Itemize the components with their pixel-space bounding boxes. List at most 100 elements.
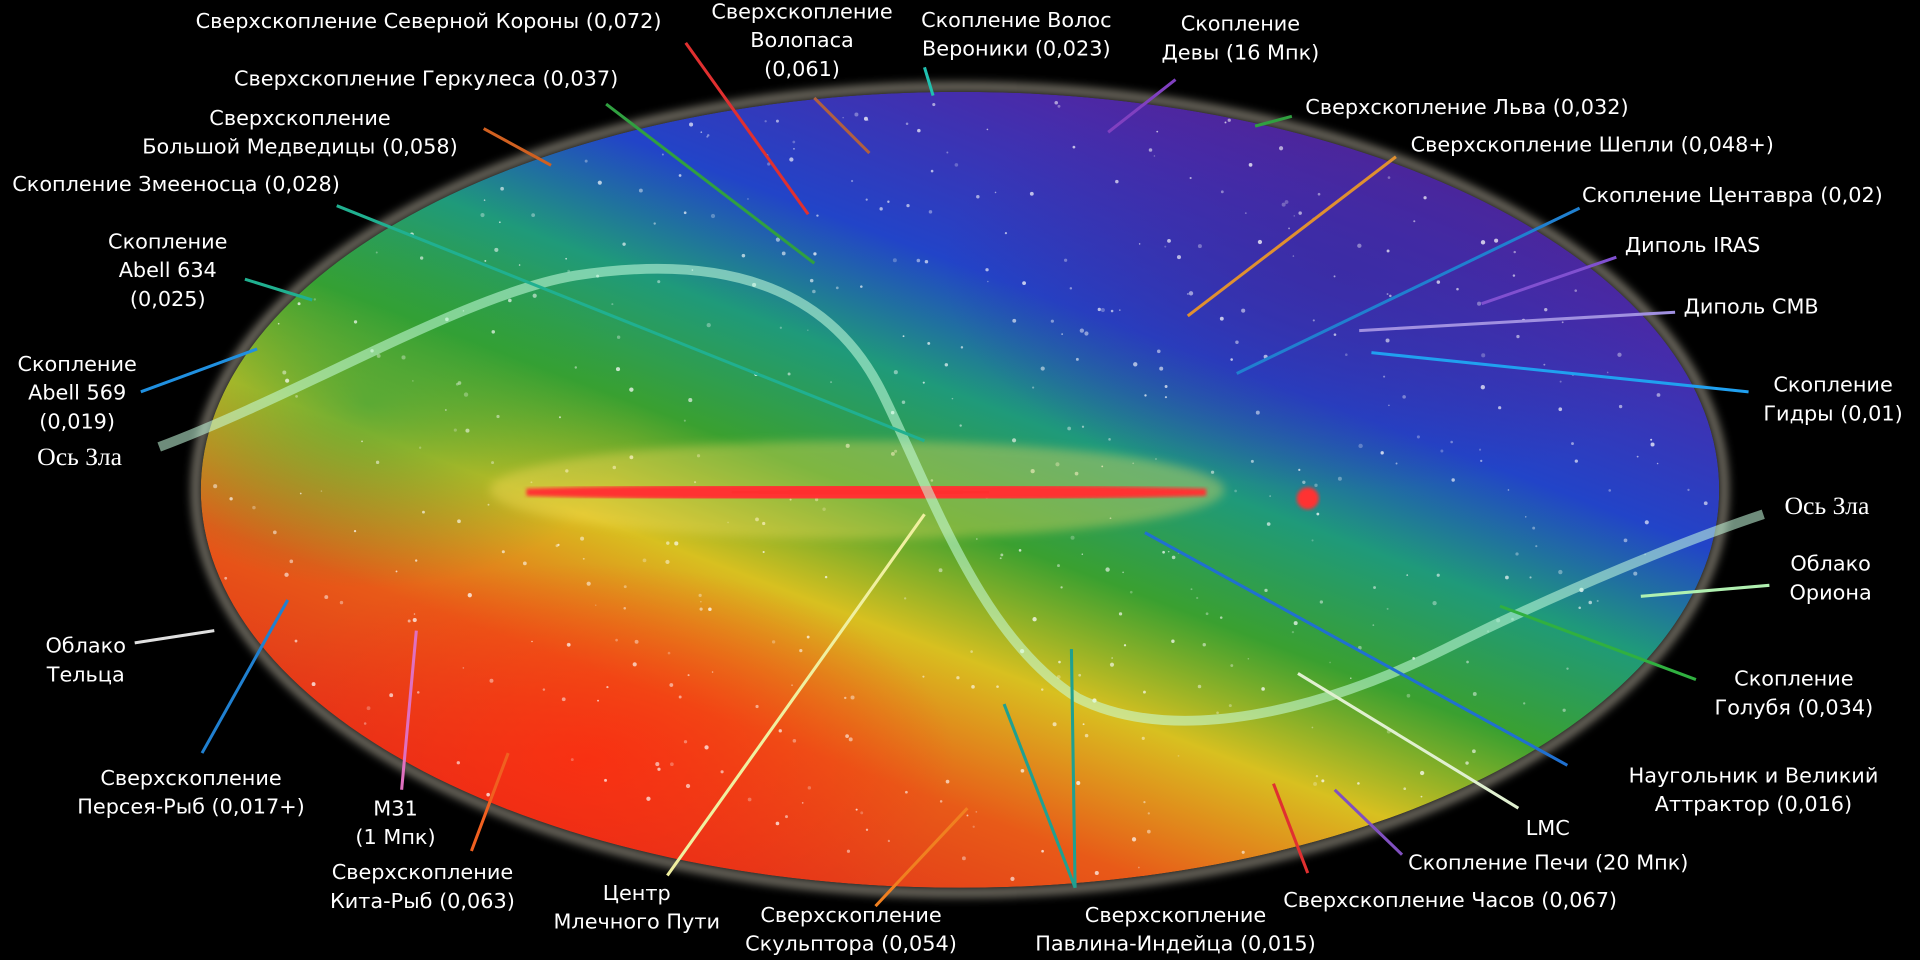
label-text: Скульптора (0,054) (745, 932, 957, 956)
star (299, 492, 302, 495)
label-text: Сверхскопление Геркулеса (0,037) (234, 67, 618, 91)
star (1186, 293, 1189, 295)
star (1532, 526, 1536, 530)
star (1333, 333, 1337, 336)
star (1075, 357, 1079, 361)
star (498, 221, 501, 224)
star (1235, 340, 1239, 344)
star (789, 157, 794, 162)
star (688, 398, 693, 403)
star (1333, 275, 1336, 278)
star (1058, 660, 1061, 664)
star (606, 685, 609, 689)
label-text: Облако (1790, 551, 1871, 575)
star (1197, 684, 1202, 689)
star (566, 642, 571, 647)
star (1402, 395, 1406, 399)
star (1164, 385, 1168, 388)
star (959, 424, 962, 427)
star (1115, 179, 1119, 184)
star (1413, 220, 1416, 223)
label-text: М31 (373, 796, 417, 820)
star (1057, 104, 1061, 108)
star (1288, 227, 1290, 230)
star (1608, 489, 1612, 492)
star (487, 503, 490, 506)
star (1247, 657, 1250, 660)
leader-line (482, 127, 552, 167)
star (555, 544, 559, 548)
star (1105, 567, 1110, 572)
star (809, 278, 814, 283)
star (985, 268, 989, 272)
star (793, 147, 795, 150)
star (707, 134, 710, 137)
star (846, 849, 851, 853)
star (1220, 190, 1224, 194)
star (1248, 163, 1253, 167)
star (1465, 761, 1469, 765)
star (1395, 462, 1398, 465)
star (1241, 850, 1245, 854)
star (865, 828, 869, 831)
star (1146, 829, 1151, 834)
star (1266, 522, 1271, 526)
star (1558, 569, 1563, 575)
star (1571, 442, 1574, 445)
star (1606, 371, 1609, 374)
star (1148, 148, 1153, 152)
star (1314, 483, 1318, 488)
star (1284, 200, 1289, 204)
star (1133, 362, 1138, 367)
star (785, 815, 788, 819)
star (1032, 386, 1035, 389)
star (570, 758, 574, 762)
star (1388, 404, 1390, 407)
milky-way-band (526, 483, 1207, 501)
star (1227, 118, 1231, 122)
label-text: Голубя (0,034) (1715, 695, 1874, 719)
star (816, 214, 819, 217)
star (879, 207, 883, 211)
star (1067, 426, 1072, 431)
star (1432, 600, 1437, 606)
star (1703, 501, 1708, 506)
leader-line (1002, 703, 1077, 889)
star (1385, 338, 1390, 343)
star (1111, 657, 1114, 659)
star (972, 825, 975, 828)
label-text: Вероники (0,023) (922, 37, 1111, 61)
star (844, 696, 847, 700)
star (764, 120, 767, 123)
star (842, 116, 844, 119)
star (1357, 243, 1362, 248)
star (353, 320, 358, 324)
star (1387, 176, 1391, 179)
star (987, 280, 989, 283)
star (1298, 468, 1301, 471)
leader-line (684, 41, 810, 216)
star (1574, 289, 1578, 292)
star (229, 497, 233, 501)
star (1529, 576, 1532, 579)
star (1078, 673, 1082, 677)
star (412, 380, 414, 382)
star (1472, 692, 1477, 696)
star (939, 800, 943, 803)
star (1050, 319, 1054, 323)
star (946, 151, 949, 154)
label-text: Сверхскопление (332, 860, 513, 884)
star (1472, 749, 1476, 754)
star (1171, 555, 1176, 560)
star (1543, 363, 1546, 366)
star (807, 786, 812, 790)
label-text: Наугольник и Великий (1629, 763, 1879, 787)
star (741, 253, 746, 258)
star (1216, 711, 1219, 715)
star (491, 330, 495, 334)
star (653, 222, 656, 225)
star (1498, 406, 1502, 410)
star (604, 778, 607, 782)
